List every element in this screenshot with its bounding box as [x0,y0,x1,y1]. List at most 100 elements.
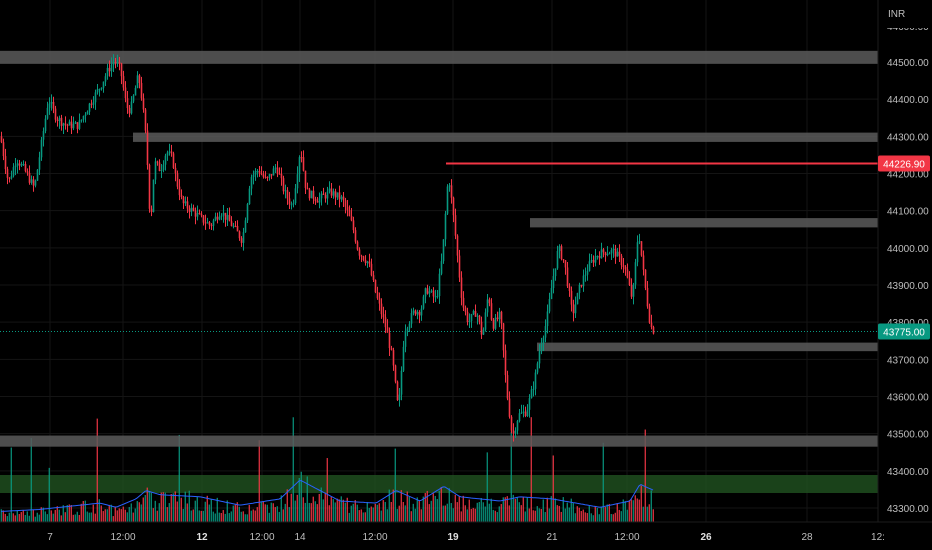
volume-bar-up [134,508,136,522]
candle-down [496,317,499,320]
candle-down [568,286,571,291]
volume-bar-down [108,504,110,522]
volume-bar-down [424,492,426,522]
volume-bar-up [30,438,32,522]
volume-bar-down [152,508,154,522]
candle-up [556,250,559,269]
volume-bar-up [352,503,354,522]
volume-bar-up [58,509,60,522]
time-tick-label: 7 [47,532,53,543]
price-tick-label: 44400.00 [887,95,929,106]
candle-up [590,260,593,262]
candle-down [344,200,347,207]
price-tick-label: 43500.00 [887,430,929,441]
candle-up [244,220,247,233]
candle-down [368,261,371,264]
candle-up [534,372,537,389]
price-tag-label: 43775.00 [883,327,925,338]
candle-down [524,411,527,417]
volume-bar-down [262,501,264,522]
candle-up [600,249,603,259]
candle-up [596,256,599,258]
volume-bar-down [354,500,356,522]
candle-up [442,239,445,262]
candle-down [204,222,207,224]
candle-down [90,103,93,105]
volume-bar-down [32,509,34,522]
volume-bar-down [406,491,408,522]
candle-down [126,98,129,109]
volume-bar-up [224,513,226,522]
volume-bar-down [160,492,162,522]
volume-bar-up [210,499,212,522]
volume-bar-up [188,490,190,522]
candle-down [350,216,353,221]
candle-up [424,288,427,297]
volume-bar-down [390,501,392,522]
volume-bar-up [46,514,48,522]
candle-up [166,152,169,156]
candle-up [190,207,193,212]
volume-bar-down [616,503,618,522]
candle-up [38,157,41,170]
volume-bar-down [72,514,74,522]
volume-bar-up [596,507,598,522]
volume-bar-down [176,501,178,522]
candle-down [386,327,389,333]
candle-down [356,241,359,250]
candle-up [134,88,137,96]
candle-down [270,174,273,176]
volume-bar-down [378,503,380,522]
candle-down [598,256,601,259]
volume-bar-up [368,507,370,522]
time-tick-label: 26 [700,532,712,543]
volume-bar-down [468,499,470,522]
volume-bar-up [292,417,294,522]
volume-bar-up [144,495,146,522]
candle-up [162,164,165,171]
candle-up [272,168,275,176]
volume-bar-up [88,512,90,522]
candle-up [250,177,253,189]
volume-bar-up [36,512,38,522]
volume-bar-up [250,510,252,522]
volume-bar-down [522,496,524,522]
candle-up [612,248,615,250]
volume-bar-down [92,504,94,522]
price-tick-label: 44000.00 [887,244,929,255]
time-tick-label: 19 [447,532,459,543]
candle-down [362,256,365,261]
volume-bar-down [614,512,616,522]
volume-bar-up [306,476,308,522]
volume-bar-up [284,503,286,522]
candle-up [42,131,45,140]
price-tick-label: 44200.00 [887,170,929,181]
candle-up [594,256,597,263]
volume-bar-up [260,502,262,522]
candle-up [412,310,415,314]
time-axis[interactable]: 7 12:00 12 12:00 14 12:00 19 21 12:00 26 28 12: [47,532,885,543]
volume-bar-down [342,499,344,522]
candle-down [238,231,241,239]
candle-up [92,102,95,105]
volume-bar-up [28,515,30,522]
candle-up [62,123,65,126]
candle-down [478,315,481,322]
candle-up [72,123,75,129]
candle-down [28,172,31,183]
candle-down [228,214,231,222]
candle-down [456,235,459,256]
volume-bar-up [554,498,556,522]
candle-down [304,170,307,188]
candle-up [78,120,81,129]
candle-up [310,190,313,199]
volume-bar-up [240,511,242,522]
volume-bar-up [650,490,652,522]
candle-up [30,179,33,183]
volume-bar-up [314,501,316,522]
candle-up [632,284,635,297]
volume-bar-up [404,505,406,522]
candle-down [128,108,131,114]
volume-bar-up [332,499,334,522]
